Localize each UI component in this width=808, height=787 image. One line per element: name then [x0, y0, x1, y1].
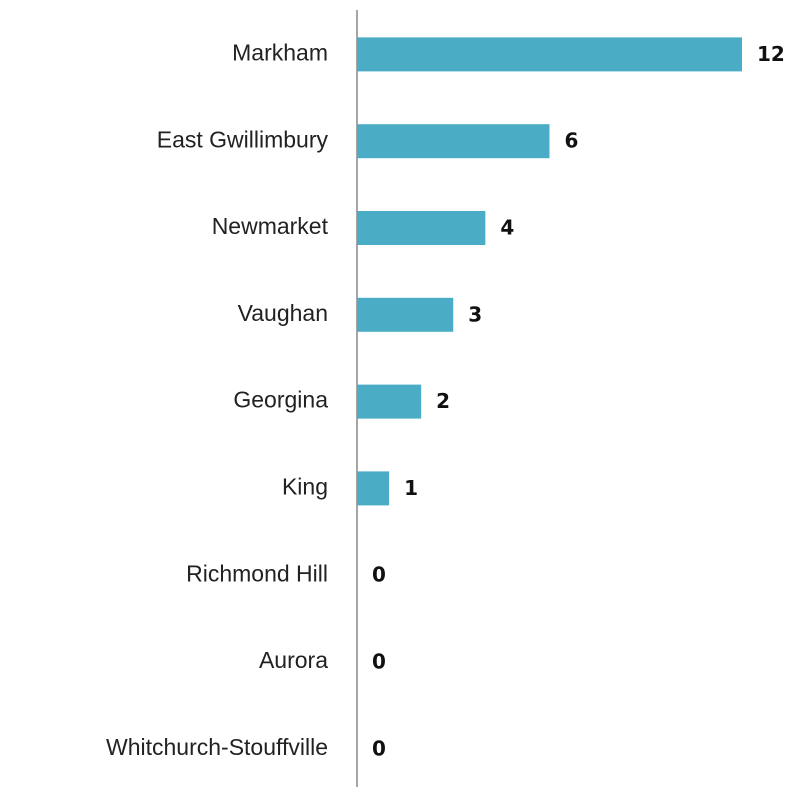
value-label: 4: [500, 216, 514, 240]
category-label: Newmarket: [212, 213, 329, 239]
value-label: 1: [404, 476, 418, 500]
value-label: 0: [372, 650, 386, 674]
bar: [357, 471, 390, 506]
bar: [357, 37, 742, 72]
category-label: Markham: [232, 39, 328, 65]
category-label: Richmond Hill: [186, 560, 328, 586]
value-label: 12: [757, 42, 785, 66]
value-label: 0: [372, 563, 386, 587]
value-label: 0: [372, 736, 386, 760]
bar: [357, 124, 550, 159]
bar: [357, 211, 486, 245]
bar: [357, 384, 422, 419]
bar: [357, 297, 454, 332]
category-label: Vaughan: [238, 300, 328, 326]
value-label: 6: [565, 129, 579, 153]
category-label: Whitchurch-Stouffville: [106, 734, 328, 760]
value-label: 2: [436, 389, 450, 413]
category-label: Aurora: [259, 647, 328, 673]
value-label: 3: [468, 302, 482, 326]
category-label: King: [282, 473, 328, 499]
category-label: East Gwillimbury: [157, 126, 329, 152]
category-label: Georgina: [233, 387, 328, 413]
